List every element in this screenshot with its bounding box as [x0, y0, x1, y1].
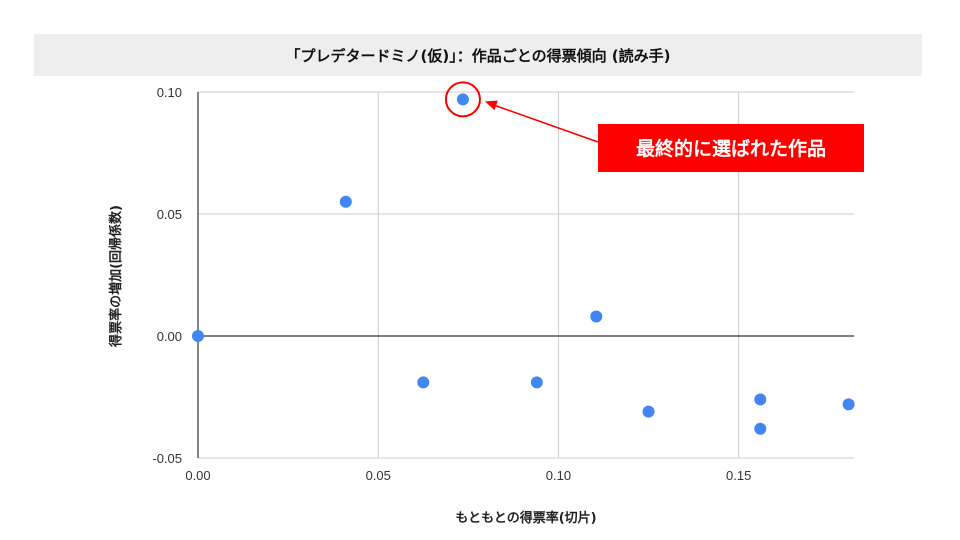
x-tick-label: 0.15 — [726, 468, 751, 483]
data-point — [530, 376, 543, 389]
y-tick-label: -0.05 — [152, 451, 182, 466]
callout-box — [598, 124, 864, 172]
data-point — [590, 310, 603, 323]
data-point — [192, 330, 204, 342]
x-tick-label: 0.10 — [546, 468, 571, 483]
data-point — [842, 398, 855, 411]
y-tick-label: 0.00 — [157, 329, 182, 344]
data-point — [754, 393, 767, 406]
tick-layer: 0.100.050.00-0.050.00 0.05 0.10 0.15 — [152, 85, 751, 483]
x-axis-label: もともとの得票率(切片) — [455, 510, 596, 526]
axis-layer — [197, 92, 854, 458]
y-axis-label: 得票率の増加(回帰係数) — [108, 205, 124, 348]
y-tick-label: 0.05 — [157, 207, 182, 222]
chart-title: 「プレデタードミノ(仮)」：作品ごとの得票傾向 (読み手) — [285, 46, 671, 65]
annotation-layer: 最終的に選ばれた作品 — [444, 81, 864, 172]
data-point — [642, 405, 655, 418]
callout-label: 最終的に選ばれた作品 — [636, 137, 826, 160]
data-point — [339, 195, 352, 208]
data-point — [417, 376, 430, 389]
x-tick-label: 0.00 — [185, 468, 210, 483]
x-tick-label: 0.05 — [366, 468, 391, 483]
point-layer — [192, 93, 855, 435]
highlight-circle — [444, 81, 481, 118]
callout-arrow-line — [488, 102, 599, 143]
data-point — [754, 422, 767, 435]
data-point — [456, 93, 469, 106]
callout-arrowhead — [484, 100, 498, 111]
y-tick-label: 0.10 — [157, 85, 182, 100]
chart-title-bar: 「プレデタードミノ(仮)」：作品ごとの得票傾向 (読み手) — [34, 34, 922, 76]
